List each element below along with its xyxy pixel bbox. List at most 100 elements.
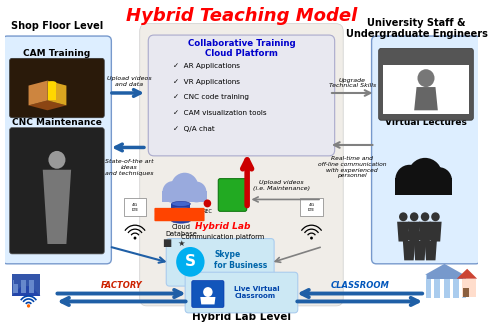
Text: ✓  CAM visualization tools: ✓ CAM visualization tools — [173, 110, 266, 116]
Polygon shape — [28, 81, 48, 105]
Text: Shop Floor Level: Shop Floor Level — [11, 21, 103, 31]
Text: Upload videos
and data: Upload videos and data — [106, 76, 151, 87]
Circle shape — [421, 212, 430, 221]
Circle shape — [395, 165, 424, 194]
FancyBboxPatch shape — [140, 24, 343, 306]
FancyBboxPatch shape — [154, 208, 204, 221]
Bar — [30, 280, 34, 292]
Text: Virtual Lectures: Virtual Lectures — [385, 118, 467, 127]
Circle shape — [310, 237, 313, 240]
Polygon shape — [426, 274, 466, 298]
Polygon shape — [28, 100, 66, 110]
Ellipse shape — [172, 206, 190, 211]
Text: ★: ★ — [177, 239, 184, 248]
FancyBboxPatch shape — [300, 199, 323, 216]
Polygon shape — [408, 222, 420, 241]
Polygon shape — [397, 222, 409, 241]
FancyBboxPatch shape — [10, 58, 104, 118]
Circle shape — [176, 247, 204, 277]
Text: Cloud
Database: Cloud Database — [165, 224, 197, 237]
FancyBboxPatch shape — [124, 199, 146, 216]
Bar — [172, 214, 190, 221]
Circle shape — [404, 231, 413, 240]
Text: CLASSROOM: CLASSROOM — [330, 281, 389, 290]
FancyBboxPatch shape — [10, 128, 104, 254]
Bar — [395, 178, 452, 195]
Bar — [450, 278, 453, 298]
Circle shape — [186, 182, 206, 202]
FancyBboxPatch shape — [372, 36, 480, 264]
FancyBboxPatch shape — [185, 272, 298, 313]
Bar — [440, 278, 444, 298]
Ellipse shape — [172, 211, 190, 216]
Circle shape — [418, 69, 434, 87]
Bar — [459, 278, 462, 298]
Bar — [14, 274, 18, 284]
Polygon shape — [414, 240, 426, 260]
Circle shape — [134, 237, 136, 240]
Polygon shape — [457, 269, 477, 279]
Circle shape — [426, 231, 435, 240]
Polygon shape — [419, 222, 431, 241]
Text: Communication platform: Communication platform — [181, 234, 264, 240]
Ellipse shape — [48, 81, 56, 85]
Circle shape — [204, 200, 211, 207]
Polygon shape — [430, 222, 442, 241]
Circle shape — [416, 231, 424, 240]
Bar — [430, 278, 434, 298]
Text: Hybrid Lab: Hybrid Lab — [195, 222, 250, 231]
Text: State-of-the art
ideas
and techniques: State-of-the art ideas and techniques — [104, 159, 153, 176]
Ellipse shape — [172, 218, 190, 223]
Text: 4G
LTE: 4G LTE — [132, 203, 138, 212]
FancyBboxPatch shape — [192, 281, 224, 307]
Bar — [384, 65, 468, 114]
Polygon shape — [425, 264, 464, 275]
Bar — [172, 204, 190, 211]
Polygon shape — [42, 170, 71, 244]
FancyBboxPatch shape — [218, 179, 246, 211]
Bar — [428, 274, 464, 298]
Circle shape — [27, 304, 30, 308]
Text: LIVE STREAMING: LIVE STREAMING — [154, 212, 204, 217]
Polygon shape — [414, 87, 438, 110]
Circle shape — [408, 158, 442, 194]
Polygon shape — [424, 240, 437, 260]
Circle shape — [431, 212, 440, 221]
Text: CAM Training: CAM Training — [24, 49, 90, 58]
Bar — [459, 279, 475, 297]
Bar — [48, 83, 56, 100]
Text: Upgrade
Technical Skills: Upgrade Technical Skills — [328, 78, 376, 88]
Text: Collaborative Training
Cloud Platform: Collaborative Training Cloud Platform — [188, 39, 296, 58]
Text: ✓  CNC code training: ✓ CNC code training — [173, 95, 249, 100]
Polygon shape — [48, 81, 66, 105]
Circle shape — [48, 151, 66, 169]
Text: Skype
for Business: Skype for Business — [214, 250, 268, 269]
Circle shape — [171, 173, 198, 202]
Text: Hybrid Teaching Model: Hybrid Teaching Model — [126, 7, 357, 25]
Circle shape — [410, 212, 418, 221]
FancyBboxPatch shape — [166, 239, 274, 286]
Circle shape — [426, 167, 452, 194]
Polygon shape — [403, 240, 415, 260]
Circle shape — [162, 181, 184, 203]
Polygon shape — [200, 297, 216, 305]
Text: LIB: LIB — [227, 192, 238, 198]
Bar — [162, 191, 207, 202]
Bar — [14, 280, 18, 292]
Text: Upload videos
(i.e. Maintenance): Upload videos (i.e. Maintenance) — [253, 180, 310, 191]
FancyBboxPatch shape — [2, 36, 112, 264]
Text: CNC Maintenance: CNC Maintenance — [12, 118, 102, 127]
Circle shape — [203, 287, 212, 297]
Ellipse shape — [172, 202, 190, 206]
Text: FACTORY: FACTORY — [101, 281, 142, 290]
FancyBboxPatch shape — [378, 48, 474, 120]
Text: REC: REC — [202, 209, 212, 214]
Text: University Staff &
Undergraduate Engineers: University Staff & Undergraduate Enginee… — [346, 18, 488, 39]
Circle shape — [399, 212, 407, 221]
Bar — [172, 209, 190, 216]
FancyBboxPatch shape — [148, 35, 334, 156]
Polygon shape — [12, 286, 40, 296]
Text: ✓  Q/A chat: ✓ Q/A chat — [173, 126, 214, 132]
Text: S: S — [185, 254, 196, 269]
Bar — [22, 280, 26, 292]
